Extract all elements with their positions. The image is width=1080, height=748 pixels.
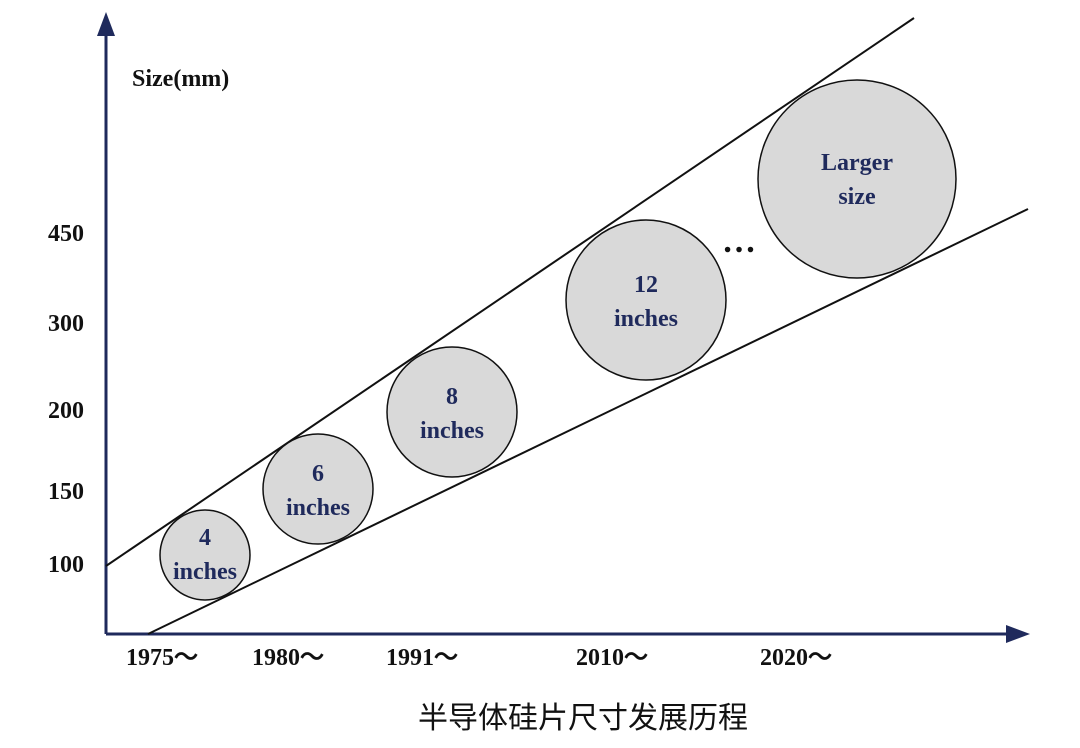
diagram-caption: 半导体硅片尺寸发展历程 <box>418 701 748 736</box>
wafer-12-inch: 12 inches <box>565 219 727 381</box>
x-tick-label: 2010～ <box>576 645 648 671</box>
wafer-size-label: 8 <box>446 384 458 410</box>
y-axis-title: Size(mm) <box>132 66 229 92</box>
x-tick-label: 1980～ <box>252 645 324 671</box>
wafer-4-inch: 4 inches <box>159 509 251 601</box>
ellipsis-dots: … <box>722 223 756 260</box>
wafer-unit-label: inches <box>173 559 237 585</box>
wafer-circle <box>262 433 374 545</box>
x-tick-label: 1975～ <box>126 645 198 671</box>
wafer-circle <box>757 79 957 279</box>
wafer-circle <box>159 509 251 601</box>
x-axis-arrow <box>1006 625 1030 643</box>
y-tick-label: 150 <box>48 479 84 505</box>
wafer-circle <box>565 219 727 381</box>
wafer-unit-label: inches <box>286 495 350 521</box>
x-tick-label: 2020～ <box>760 645 832 671</box>
y-tick-label: 450 <box>48 221 84 247</box>
y-tick-label: 200 <box>48 398 84 424</box>
wafer-8-inch: 8 inches <box>386 346 518 478</box>
y-tick-label: 300 <box>48 311 84 337</box>
wafer-unit-label: size <box>838 184 876 210</box>
wafer-unit-label: inches <box>614 306 678 332</box>
wafer-size-label: 6 <box>312 461 324 487</box>
upper-trend-line <box>105 17 915 567</box>
y-tick-label: 100 <box>48 552 84 578</box>
wafer-larger-size: Larger size <box>757 79 957 279</box>
wafer-size-label: 4 <box>199 525 211 551</box>
y-axis-arrow <box>97 12 115 36</box>
wafer-unit-label: inches <box>420 418 484 444</box>
x-tick-label: 1991～ <box>386 645 458 671</box>
wafer-circle <box>386 346 518 478</box>
wafer-6-inch: 6 inches <box>262 433 374 545</box>
wafer-size-label: 12 <box>634 272 658 298</box>
lower-trend-line <box>147 208 1029 635</box>
wafer-size-label: Larger <box>821 150 893 176</box>
